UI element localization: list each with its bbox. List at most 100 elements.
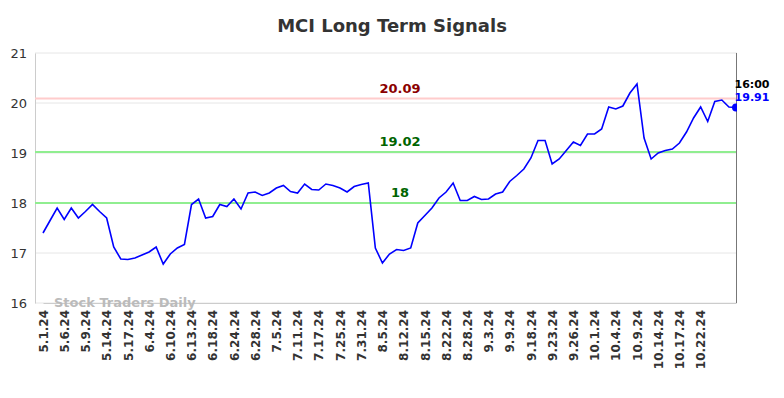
x-tick-label: 10.1.24 (588, 310, 602, 361)
y-axis-line (35, 54, 36, 304)
x-tick-label: 10.22.24 (694, 310, 708, 369)
x-tick: 10.9.24 (631, 303, 645, 361)
x-tick: 6.10.24 (164, 303, 178, 361)
x-tick: 9.9.24 (503, 303, 517, 353)
y-tick: 21 (10, 46, 35, 61)
x-tick-label: 9.26.24 (567, 310, 581, 361)
signal-label: 20.09 (379, 81, 420, 96)
last-time: 16:00 (734, 78, 769, 91)
y-tick: 17 (10, 246, 35, 261)
x-tick-label: 9.23.24 (546, 310, 560, 361)
signal-line (35, 98, 737, 100)
x-tick: 9.26.24 (567, 303, 581, 361)
grid-line (35, 103, 737, 104)
y-tick: 19 (10, 146, 35, 161)
signal-line (35, 151, 737, 153)
x-tick-label: 9.18.24 (525, 310, 539, 361)
x-tick: 5.9.24 (79, 303, 93, 353)
x-tick-label: 10.4.24 (609, 310, 623, 361)
signal-label: 18 (391, 185, 409, 200)
last-value: 19.91 (735, 91, 770, 104)
price-line (43, 84, 736, 264)
x-tick: 8.5.24 (376, 303, 390, 353)
x-tick-label: 6.10.24 (164, 310, 178, 361)
y-axis: 16 17 18 19 20 21 (10, 46, 35, 311)
x-tick-label: 7.11.24 (291, 310, 305, 361)
x-tick: 7.25.24 (334, 303, 348, 361)
x-tick-label: 10.9.24 (631, 310, 645, 361)
x-tick-label: 8.12.24 (397, 310, 411, 361)
x-tick: 5.6.24 (58, 303, 72, 353)
x-tick: 5.17.24 (122, 303, 136, 361)
title: MCI Long Term Signals (277, 15, 507, 36)
x-tick-label: 5.6.24 (58, 310, 72, 353)
x-tick: 8.22.24 (440, 303, 454, 361)
y-tick: 18 (10, 196, 35, 211)
x-tick: 9.23.24 (546, 303, 560, 361)
x-tick-label: 8.5.24 (376, 310, 390, 353)
x-tick-label: 6.24.24 (228, 310, 242, 361)
x-tick-label: 5.1.24 (37, 310, 51, 353)
grid-line (35, 203, 737, 204)
x-tick-label: 7.31.24 (355, 310, 369, 361)
x-tick-label: 8.15.24 (419, 310, 433, 361)
grid-line (35, 253, 737, 254)
x-tick: 5.14.24 (100, 303, 114, 361)
x-tick-label: 8.28.24 (461, 310, 475, 361)
x-tick: 10.17.24 (673, 303, 687, 369)
signal-label: 19.02 (379, 134, 420, 149)
x-tick: 8.15.24 (419, 303, 433, 361)
y-tick-label: 18 (10, 196, 27, 211)
x-tick: 7.17.24 (312, 303, 326, 361)
y-tick-label: 16 (10, 296, 27, 311)
y-tick-label: 19 (10, 146, 27, 161)
y-tick: 20 (10, 96, 35, 111)
x-tick: 7.11.24 (291, 303, 305, 361)
x-tick-label: 5.14.24 (100, 310, 114, 361)
x-tick: 6.13.24 (185, 303, 199, 361)
x-tick-label: 9.3.24 (482, 310, 496, 353)
y-tick-label: 17 (10, 246, 27, 261)
x-tick: 7.31.24 (355, 303, 369, 361)
x-tick: 9.3.24 (482, 303, 496, 353)
x-tick-label: 6.4.24 (143, 310, 157, 353)
x-tick: 6.4.24 (143, 303, 157, 353)
chart: MCI Long Term Signals1617181920215.1.245… (0, 0, 784, 398)
x-tick-label: 5.9.24 (79, 310, 93, 353)
watermark: Stock Traders Daily (54, 295, 196, 310)
last-point (732, 104, 737, 112)
x-tick: 10.14.24 (652, 303, 666, 369)
x-tick-label: 6.13.24 (185, 310, 199, 361)
x-tick-label: 9.9.24 (503, 310, 517, 353)
x-tick-label: 7.17.24 (312, 310, 326, 361)
x-tick: 5.1.24 (37, 303, 51, 353)
y-tick-label: 21 (10, 46, 27, 61)
plot-area (35, 53, 737, 303)
x-tick: 6.28.24 (249, 303, 263, 361)
x-tick: 9.18.24 (525, 303, 539, 361)
x-tick: 6.18.24 (206, 303, 220, 361)
x-tick-label: 10.14.24 (652, 310, 666, 369)
x-tick: 6.24.24 (228, 303, 242, 361)
x-tick-label: 7.5.24 (270, 310, 284, 353)
x-tick: 8.12.24 (397, 303, 411, 361)
x-tick-label: 10.17.24 (673, 310, 687, 369)
signal-line (35, 202, 737, 204)
x-tick-label: 8.22.24 (440, 310, 454, 361)
x-tick: 10.4.24 (609, 303, 623, 361)
x-tick-label: 5.17.24 (122, 310, 136, 361)
grid (35, 53, 737, 303)
y-tick: 16 (10, 296, 35, 311)
grid-line (35, 53, 737, 54)
x-tick: 8.28.24 (461, 303, 475, 361)
x-tick-label: 6.18.24 (206, 310, 220, 361)
x-tick: 7.5.24 (270, 303, 284, 353)
x-tick: 10.1.24 (588, 303, 602, 361)
x-tick-label: 6.28.24 (249, 310, 263, 361)
grid-line (35, 153, 737, 154)
x-tick-label: 7.25.24 (334, 310, 348, 361)
y-tick-label: 20 (10, 96, 27, 111)
signal-labels: 20.09 19.02 18 (379, 81, 420, 201)
x-axis: 5.1.24 5.6.24 5.9.24 5.14.24 5.17.24 6.4.24 6.… (37, 303, 737, 369)
x-tick: 10.22.24 (694, 303, 708, 369)
